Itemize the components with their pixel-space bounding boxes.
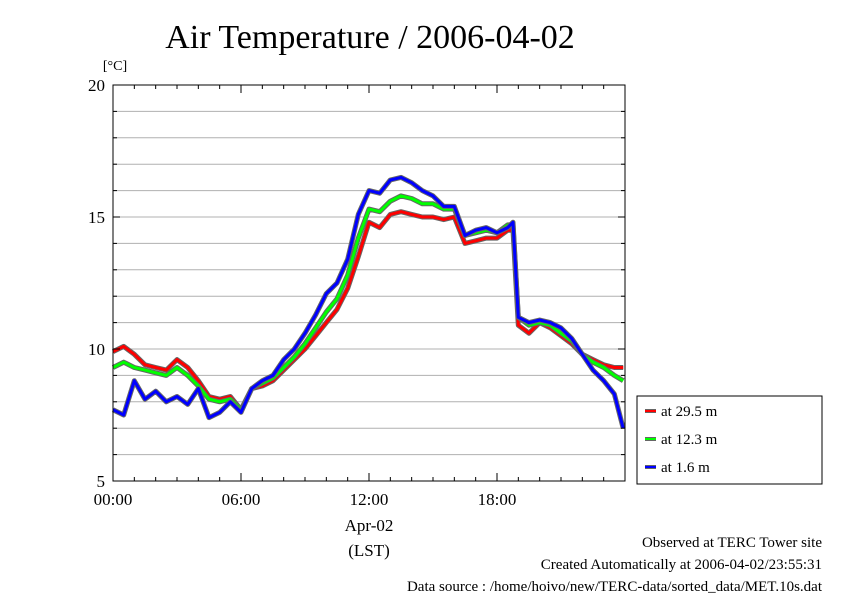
y-tick-label: 10 [88,340,105,359]
y-tick-label: 20 [88,76,105,95]
series-line-3 [112,175,625,429]
legend-label: at 12.3 m [661,432,718,448]
footer-observed: Observed at TERC Tower site [641,535,822,551]
grid-lines [113,110,625,456]
x-tick-label: 06:00 [222,490,261,509]
footer-source: Data source : /home/hoivo/new/TERC-data/… [406,579,822,595]
x-timezone-label: (LST) [348,541,390,560]
legend-label: at 29.5 m [661,404,718,420]
plot-frame [112,84,626,482]
y-tick-label: 15 [88,208,105,227]
axis-ticks: 5 10 15 20 00:00 06:00 12:00 18:00 Apr-02 (LST) [88,76,626,560]
x-tick-label: 00:00 [94,490,133,509]
legend-label: at 1.6 m [661,460,710,476]
series-lines [111,174,626,429]
y-tick-label: 5 [97,472,106,491]
x-tick-label: 12:00 [350,490,389,509]
legend-box [636,395,823,485]
x-date-label: Apr-02 [345,516,394,535]
chart-title: Air Temperature / 2006-04-02 [165,19,575,56]
legend: at 29.5 m at 12.3 m at 1.6 m [636,395,823,485]
y-axis-unit: [°C] [103,59,127,74]
footer-created: Created Automatically at 2006-04-02/23:5… [540,557,822,573]
x-tick-label: 18:00 [478,490,517,509]
